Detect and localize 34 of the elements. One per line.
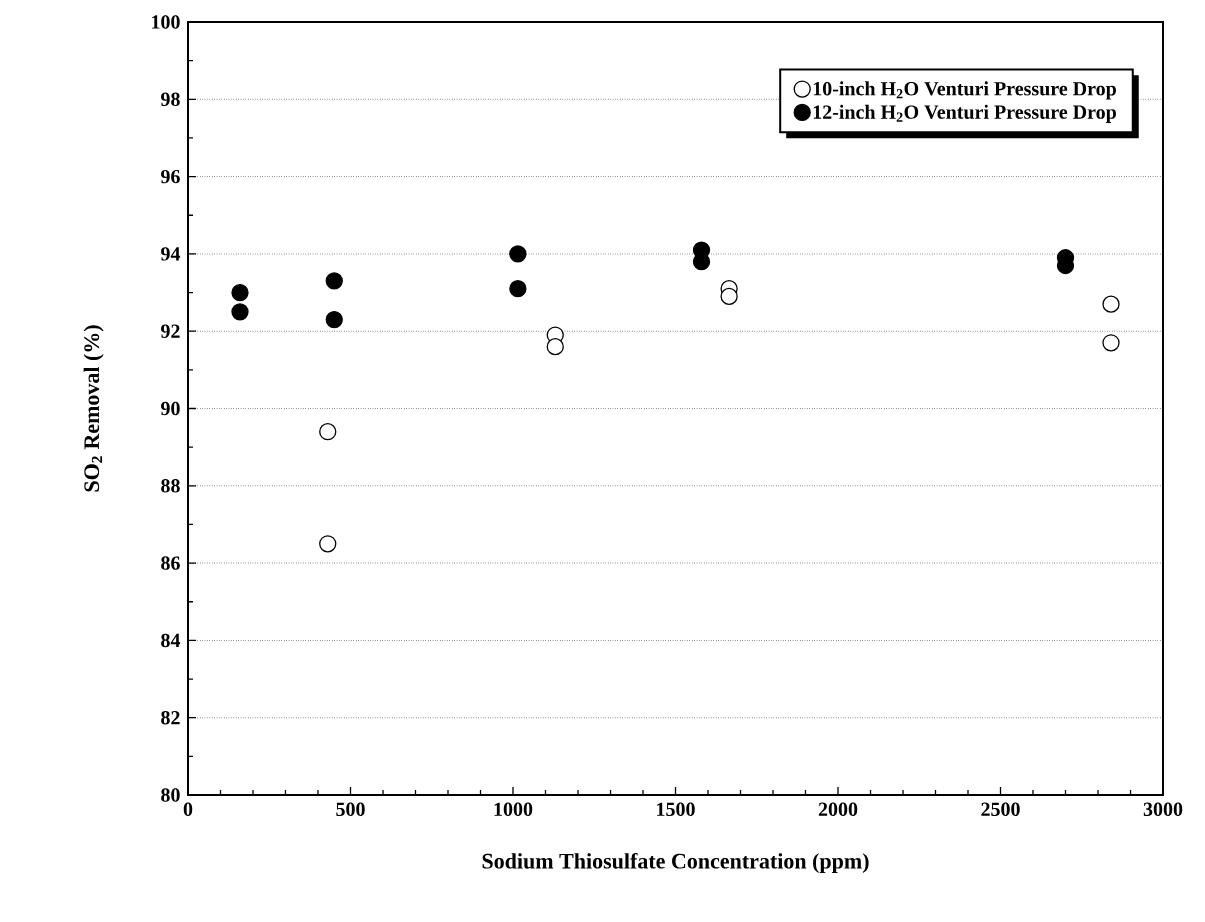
- y-tick-label: 92: [161, 324, 180, 338]
- point: [1102, 334, 1120, 352]
- y-tick-label: 80: [161, 788, 180, 802]
- y-axis-title: SO$_{2}$ Removal (%): [83, 325, 104, 492]
- y-tick-label: 82: [161, 710, 180, 725]
- point: [231, 283, 249, 302]
- point: [325, 272, 343, 290]
- legend-label: 12-inch H$_{2}$O Venturi Pressure Drop: [813, 104, 1116, 123]
- point: [546, 338, 564, 356]
- x-tick-label: 3000: [1143, 802, 1183, 817]
- point: [509, 280, 527, 298]
- y-tick-label: 86: [161, 556, 180, 570]
- y-tick-label: 84: [161, 633, 181, 648]
- x-tick-label: 500: [336, 802, 365, 817]
- point: [1102, 295, 1120, 313]
- x-tick-label: 2000: [818, 802, 858, 817]
- point: [509, 245, 527, 263]
- point: [325, 310, 343, 329]
- y-tick-label: 90: [161, 401, 180, 416]
- x-tick-label: 1500: [657, 802, 695, 817]
- y-tick-label: 98: [161, 92, 180, 107]
- x-tick-label: 1000: [494, 802, 533, 817]
- point: [231, 303, 249, 321]
- x-axis-title: Sodium Thiosulfate Concentration (ppm): [482, 852, 869, 874]
- legend-label: 10-inch H$_{2}$O Venturi Pressure Drop: [813, 81, 1116, 100]
- y-tick-label: 96: [161, 169, 180, 184]
- point: [319, 535, 337, 553]
- y-tick-label: 94: [161, 247, 181, 261]
- y-tick-label: 88: [161, 479, 180, 493]
- y-tick-label: 100: [152, 15, 180, 29]
- x-tick-label: 0: [183, 802, 193, 817]
- x-tick-label: 2500: [981, 802, 1020, 817]
- point: [720, 287, 738, 306]
- point: [319, 423, 337, 441]
